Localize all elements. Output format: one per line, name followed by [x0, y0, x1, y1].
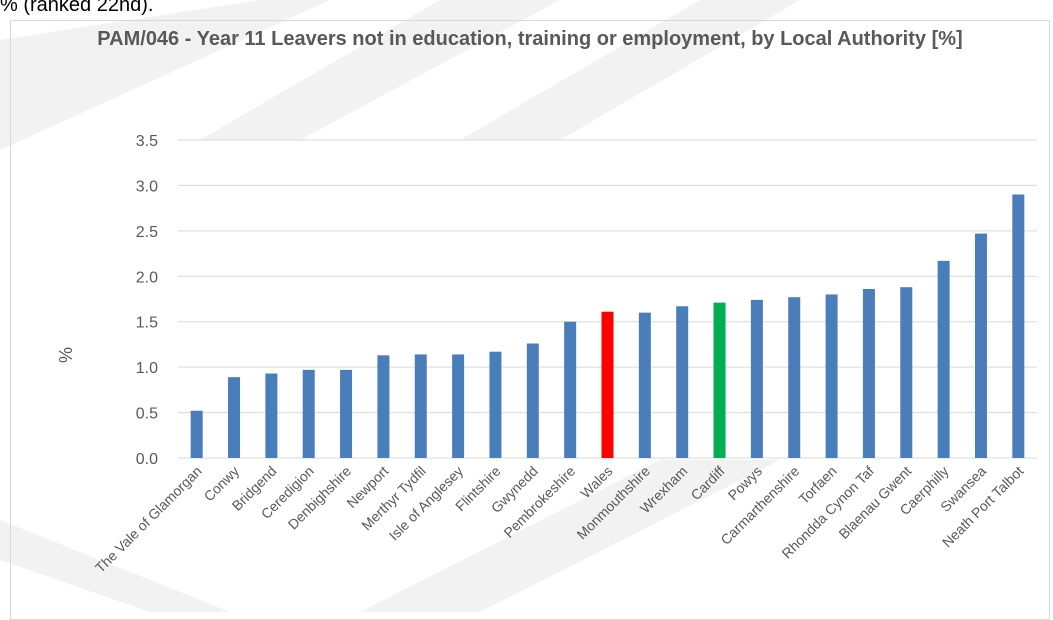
bar-neath-port-talbot — [1012, 194, 1025, 458]
x-axis-labels: The Vale of GlamorganConwyBridgendCeredi… — [92, 463, 1027, 576]
y-axis-ticks: 0.0 0.5 1.0 1.5 2.0 2.5 3.0 3.5 — [136, 133, 158, 468]
bar-bridgend — [265, 373, 278, 458]
y-tick-label: 3.0 — [136, 178, 158, 195]
bar-conwy — [228, 377, 241, 458]
bar-pembrokeshire — [564, 321, 577, 458]
y-tick-label: 1.5 — [136, 315, 158, 332]
bar-wrexham — [676, 306, 689, 458]
y-tick-label: 1.0 — [136, 360, 158, 377]
chart-title: PAM/046 - Year 11 Leavers not in educati… — [97, 28, 963, 50]
bar-merthyr-tydfil — [414, 354, 427, 458]
bar-cardiff — [713, 302, 726, 458]
bar-gwynedd — [526, 343, 539, 458]
y-tick-label: 0.0 — [136, 451, 158, 468]
bars — [190, 194, 1025, 458]
bar-caerphilly — [937, 260, 950, 458]
bar-flintshire — [489, 351, 502, 458]
x-tick-label: The Vale of Glamorgan — [92, 463, 205, 576]
bar-torfaen — [825, 294, 838, 458]
bar-carmarthenshire — [788, 297, 801, 458]
bar-swansea — [974, 233, 987, 458]
bar-newport — [377, 355, 390, 458]
bar-powys — [750, 299, 763, 458]
y-tick-label: 0.5 — [136, 406, 158, 423]
bar-blaenau-gwent — [900, 287, 913, 458]
bar-isle-of-anglesey — [452, 354, 465, 458]
y-tick-label: 2.5 — [136, 224, 158, 241]
y-axis-label: % — [56, 347, 76, 363]
y-tick-label: 3.5 — [136, 133, 158, 150]
bar-the-vale-of-glamorgan — [190, 410, 203, 458]
bar-wales — [601, 311, 614, 458]
bar-denbighshire — [340, 369, 353, 458]
x-tick-label: Cardiff — [687, 463, 727, 503]
y-tick-label: 2.0 — [136, 269, 158, 286]
bar-rhondda-cynon-taf — [862, 289, 875, 458]
bar-monmouthshire — [638, 312, 651, 458]
bar-ceredigion — [302, 369, 315, 458]
